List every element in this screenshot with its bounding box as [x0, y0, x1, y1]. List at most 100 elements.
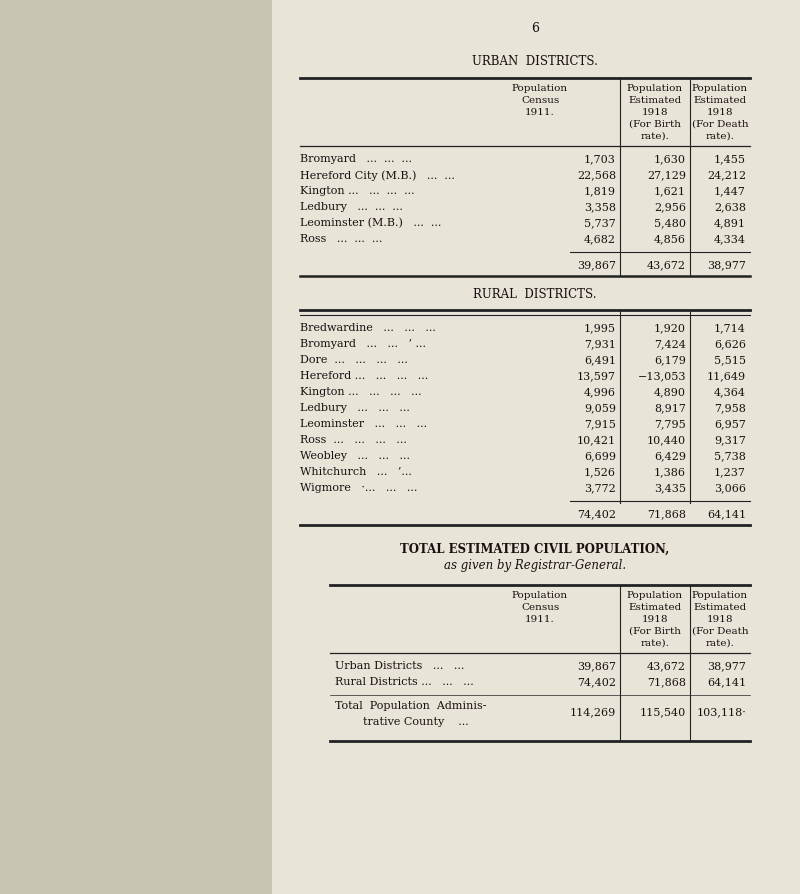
Text: Bromyard   ...   ...   ’ ...: Bromyard ... ... ’ ...: [300, 339, 426, 349]
Text: 39,867: 39,867: [577, 661, 616, 671]
Text: Bromyard   ...  ...  ...: Bromyard ... ... ...: [300, 154, 412, 164]
Text: 71,868: 71,868: [647, 677, 686, 687]
Text: 1,621: 1,621: [654, 186, 686, 196]
Text: 7,931: 7,931: [584, 339, 616, 349]
Text: 1,714: 1,714: [714, 323, 746, 333]
Text: 1,237: 1,237: [714, 467, 746, 477]
Text: Wigmore   ·...   ...   ...: Wigmore ·... ... ...: [300, 483, 418, 493]
Text: Weobley   ...   ...   ...: Weobley ... ... ...: [300, 451, 410, 461]
Text: 64,141: 64,141: [707, 509, 746, 519]
Text: Population: Population: [627, 591, 683, 600]
Text: 11,649: 11,649: [707, 371, 746, 381]
Text: Leominster   ...   ...   ...: Leominster ... ... ...: [300, 419, 427, 429]
Text: 1,447: 1,447: [714, 186, 746, 196]
Text: 1918: 1918: [706, 108, 734, 117]
Text: Ledbury   ...   ...   ...: Ledbury ... ... ...: [300, 403, 410, 413]
Text: Bredwardine   ...   ...   ...: Bredwardine ... ... ...: [300, 323, 436, 333]
Text: 103,118·: 103,118·: [696, 707, 746, 717]
Text: 6,699: 6,699: [584, 451, 616, 461]
Text: 4,334: 4,334: [714, 234, 746, 244]
Text: 7,795: 7,795: [654, 419, 686, 429]
Text: 4,856: 4,856: [654, 234, 686, 244]
Text: 1,386: 1,386: [654, 467, 686, 477]
Text: 8,917: 8,917: [654, 403, 686, 413]
Text: 3,066: 3,066: [714, 483, 746, 493]
Text: Ross   ...  ...  ...: Ross ... ... ...: [300, 234, 382, 244]
Text: Hereford City (M.B.)   ...  ...: Hereford City (M.B.) ... ...: [300, 170, 455, 181]
Text: Population: Population: [512, 84, 568, 93]
Text: Hereford ...   ...   ...   ...: Hereford ... ... ... ...: [300, 371, 428, 381]
Text: 7,424: 7,424: [654, 339, 686, 349]
Text: rate).: rate).: [706, 132, 734, 141]
Text: 64,141: 64,141: [707, 677, 746, 687]
Text: 4,364: 4,364: [714, 387, 746, 397]
Text: Estimated: Estimated: [694, 603, 746, 612]
Text: 2,956: 2,956: [654, 202, 686, 212]
Text: 4,890: 4,890: [654, 387, 686, 397]
Text: 39,867: 39,867: [577, 260, 616, 270]
Text: 1911.: 1911.: [525, 108, 555, 117]
Text: rate).: rate).: [641, 132, 670, 141]
Text: 1,526: 1,526: [584, 467, 616, 477]
Text: 114,269: 114,269: [570, 707, 616, 717]
Text: 43,672: 43,672: [647, 661, 686, 671]
Text: 1,819: 1,819: [584, 186, 616, 196]
Text: 3,358: 3,358: [584, 202, 616, 212]
Text: 5,738: 5,738: [714, 451, 746, 461]
Text: trative County    ...: trative County ...: [335, 717, 469, 727]
Text: 10,440: 10,440: [647, 435, 686, 445]
Text: 9,059: 9,059: [584, 403, 616, 413]
Text: 38,977: 38,977: [707, 260, 746, 270]
Text: Estimated: Estimated: [628, 96, 682, 105]
Text: Population: Population: [627, 84, 683, 93]
Text: rate).: rate).: [706, 639, 734, 648]
Text: rate).: rate).: [641, 639, 670, 648]
Text: Whitchurch   ...   ’...: Whitchurch ... ’...: [300, 467, 412, 477]
Text: 1918: 1918: [642, 615, 668, 624]
Text: 1911.: 1911.: [525, 615, 555, 624]
Text: 38,977: 38,977: [707, 661, 746, 671]
Text: Urban Districts   ...   ...: Urban Districts ... ...: [335, 661, 464, 671]
Text: 5,480: 5,480: [654, 218, 686, 228]
Text: −13,053: −13,053: [638, 371, 686, 381]
Text: Population: Population: [692, 84, 748, 93]
Text: 74,402: 74,402: [577, 677, 616, 687]
Text: (For Birth: (For Birth: [629, 120, 681, 129]
Text: 1,630: 1,630: [654, 154, 686, 164]
Text: 43,672: 43,672: [647, 260, 686, 270]
Text: 5,737: 5,737: [584, 218, 616, 228]
Text: (For Death: (For Death: [692, 120, 748, 129]
Text: 3,435: 3,435: [654, 483, 686, 493]
Text: 115,540: 115,540: [640, 707, 686, 717]
Text: 2,638: 2,638: [714, 202, 746, 212]
Text: Kington ...   ...   ...   ...: Kington ... ... ... ...: [300, 387, 422, 397]
Text: 7,958: 7,958: [714, 403, 746, 413]
Text: 27,129: 27,129: [647, 170, 686, 180]
Text: (For Death: (For Death: [692, 627, 748, 636]
Text: 4,682: 4,682: [584, 234, 616, 244]
Text: 6,179: 6,179: [654, 355, 686, 365]
Text: RURAL  DISTRICTS.: RURAL DISTRICTS.: [474, 288, 597, 301]
Text: 7,915: 7,915: [584, 419, 616, 429]
Text: Ledbury   ...  ...  ...: Ledbury ... ... ...: [300, 202, 403, 212]
Text: 1918: 1918: [706, 615, 734, 624]
Text: 9,317: 9,317: [714, 435, 746, 445]
Text: Census: Census: [521, 603, 559, 612]
Text: Estimated: Estimated: [694, 96, 746, 105]
Text: TOTAL ESTIMATED CIVIL POPULATION,: TOTAL ESTIMATED CIVIL POPULATION,: [400, 543, 670, 556]
Text: 5,515: 5,515: [714, 355, 746, 365]
Text: Ross  ...   ...   ...   ...: Ross ... ... ... ...: [300, 435, 407, 445]
Text: 6,429: 6,429: [654, 451, 686, 461]
Text: (For Birth: (For Birth: [629, 627, 681, 636]
Text: Dore  ...   ...   ...   ...: Dore ... ... ... ...: [300, 355, 408, 365]
Text: 71,868: 71,868: [647, 509, 686, 519]
Text: URBAN  DISTRICTS.: URBAN DISTRICTS.: [472, 55, 598, 68]
Text: Kington ...   ...  ...  ...: Kington ... ... ... ...: [300, 186, 414, 196]
Text: 74,402: 74,402: [577, 509, 616, 519]
Text: Estimated: Estimated: [628, 603, 682, 612]
Text: 6: 6: [531, 22, 539, 35]
Text: Population: Population: [512, 591, 568, 600]
Text: as given by Registrar-General.: as given by Registrar-General.: [444, 559, 626, 572]
Text: 4,996: 4,996: [584, 387, 616, 397]
Text: 1918: 1918: [642, 108, 668, 117]
